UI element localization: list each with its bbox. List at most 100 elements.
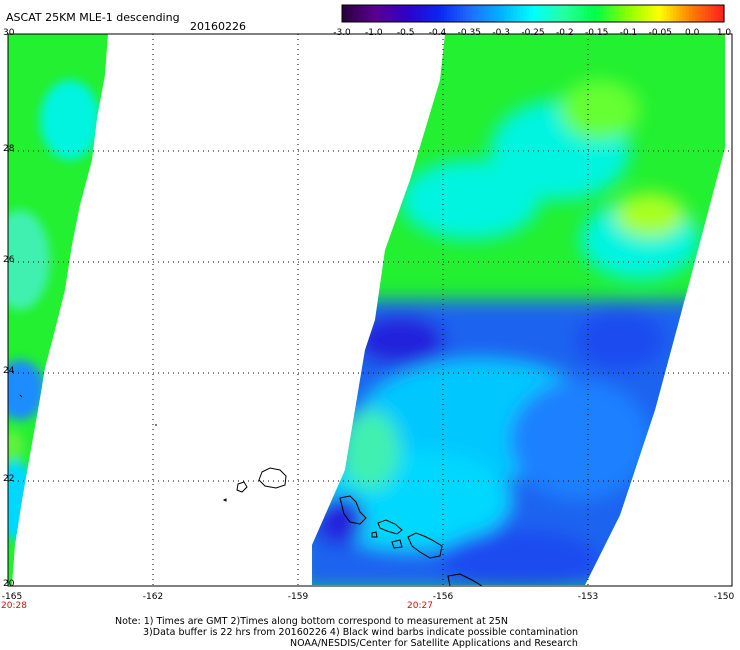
colorbar-segment [618, 5, 623, 22]
colorbar-segment [510, 5, 515, 22]
colorbar-segment [437, 5, 442, 22]
colorbar-frame [341, 4, 725, 23]
colorbar-segment [342, 5, 346, 22]
colorbar-segment [609, 5, 614, 22]
lon-label-162: -162 [142, 592, 164, 602]
colorbar-segment [564, 5, 569, 22]
lat-label-30: 30 [3, 28, 15, 38]
colorbar [341, 4, 725, 23]
colorbar-segment [682, 5, 687, 22]
colorbar-segment [526, 5, 531, 22]
colorbar-segment [673, 5, 677, 22]
colorbar-segment [558, 5, 563, 22]
right-swath [312, 34, 725, 585]
lon-label-156: -156 [432, 592, 454, 602]
colorbar-segment [717, 5, 722, 22]
colorbar-segment [482, 5, 486, 22]
colorbar-segment [459, 5, 464, 22]
colorbar-segment [644, 5, 649, 22]
colorbar-segment [373, 5, 378, 22]
colorbar-segment [593, 5, 598, 22]
colorbar-segment [469, 5, 474, 22]
colorbar-segment [657, 5, 661, 22]
colorbar-segment [548, 5, 553, 22]
colorbar-segment [392, 5, 397, 22]
colorbar-segment [685, 5, 690, 22]
colorbar-segment [539, 5, 544, 22]
colorbar-segment [599, 5, 604, 22]
colorbar-segment [577, 5, 582, 22]
colorbar-segment [434, 5, 439, 22]
colorbar-segment [478, 5, 483, 22]
colorbar-tick-label: -0.1 [619, 28, 638, 38]
colorbar-tick-label: -0.05 [648, 28, 672, 38]
colorbar-segment [351, 5, 356, 22]
colorbar-segment [583, 5, 588, 22]
colorbar-segment [708, 5, 712, 22]
colorbar-tick-label: -0.25 [521, 28, 545, 38]
colorbar-tick-label: -0.5 [396, 28, 415, 38]
colorbar-segment [443, 5, 448, 22]
colorbar-segment [666, 5, 671, 22]
colorbar-segment [676, 5, 681, 22]
colorbar-segment [415, 5, 419, 22]
colorbar-segment [418, 5, 423, 22]
note-line-3: NOAA/NESDIS/Center for Satellite Applica… [290, 638, 578, 649]
colorbar-segment [450, 5, 455, 22]
colorbar-segment [491, 5, 496, 22]
colorbar-segment [650, 5, 655, 22]
colorbar-segment [424, 5, 429, 22]
colorbar-segment [679, 5, 684, 22]
lon-label-165: -165 [1, 592, 23, 602]
colorbar-segment [357, 5, 362, 22]
colorbar-segment [523, 5, 528, 22]
colorbar-segment [427, 5, 432, 22]
colorbar-segment [466, 5, 470, 22]
colorbar-segment [545, 5, 550, 22]
colorbar-segment [669, 5, 674, 22]
colorbar-segment [370, 5, 375, 22]
colorbar-segment [590, 5, 595, 22]
colorbar-segment [456, 5, 461, 22]
colorbar-segment [399, 5, 404, 22]
lon-label-159: -159 [287, 592, 309, 602]
colorbar-segment [533, 5, 537, 22]
colorbar-segment [634, 5, 639, 22]
colorbar-segment [383, 5, 388, 22]
note-line-1: Note: 1) Times are GMT 2)Times along bot… [115, 616, 508, 627]
colorbar-segment [622, 5, 626, 22]
colorbar-segment [571, 5, 575, 22]
colorbar-segment [354, 5, 359, 22]
colorbar-segment [402, 5, 407, 22]
colorbar-segment [641, 5, 646, 22]
colorbar-segment [447, 5, 451, 22]
colorbar-segment [412, 5, 416, 22]
lat-label-24: 24 [3, 366, 15, 376]
colorbar-segment [638, 5, 642, 22]
colorbar-segment [364, 5, 369, 22]
colorbar-segment [367, 5, 372, 22]
lat-label-26: 26 [3, 255, 15, 265]
colorbar-tick-label: -0.15 [585, 28, 609, 38]
colorbar-segment [574, 5, 579, 22]
colorbar-segment [517, 5, 521, 22]
colorbar-segment [462, 5, 467, 22]
swath-time-right: 20:27 [407, 601, 433, 611]
colorbar-segment [720, 5, 725, 22]
colorbar-tick-label: 0.0 [684, 28, 700, 38]
colorbar-segment [408, 5, 413, 22]
colorbar-segment [704, 5, 709, 22]
colorbar-segment [507, 5, 512, 22]
colorbar-segment [603, 5, 607, 22]
colorbar-segment [631, 5, 636, 22]
colorbar-segment [377, 5, 381, 22]
colorbar-segment [501, 5, 505, 22]
colorbar-tick-label: 1.0 [716, 28, 732, 38]
map-date: 20160226 [190, 20, 246, 33]
colorbar-segment [389, 5, 394, 22]
colorbar-segment [628, 5, 633, 22]
colorbar-segment [431, 5, 435, 22]
colorbar-segment [552, 5, 556, 22]
colorbar-segment [580, 5, 585, 22]
